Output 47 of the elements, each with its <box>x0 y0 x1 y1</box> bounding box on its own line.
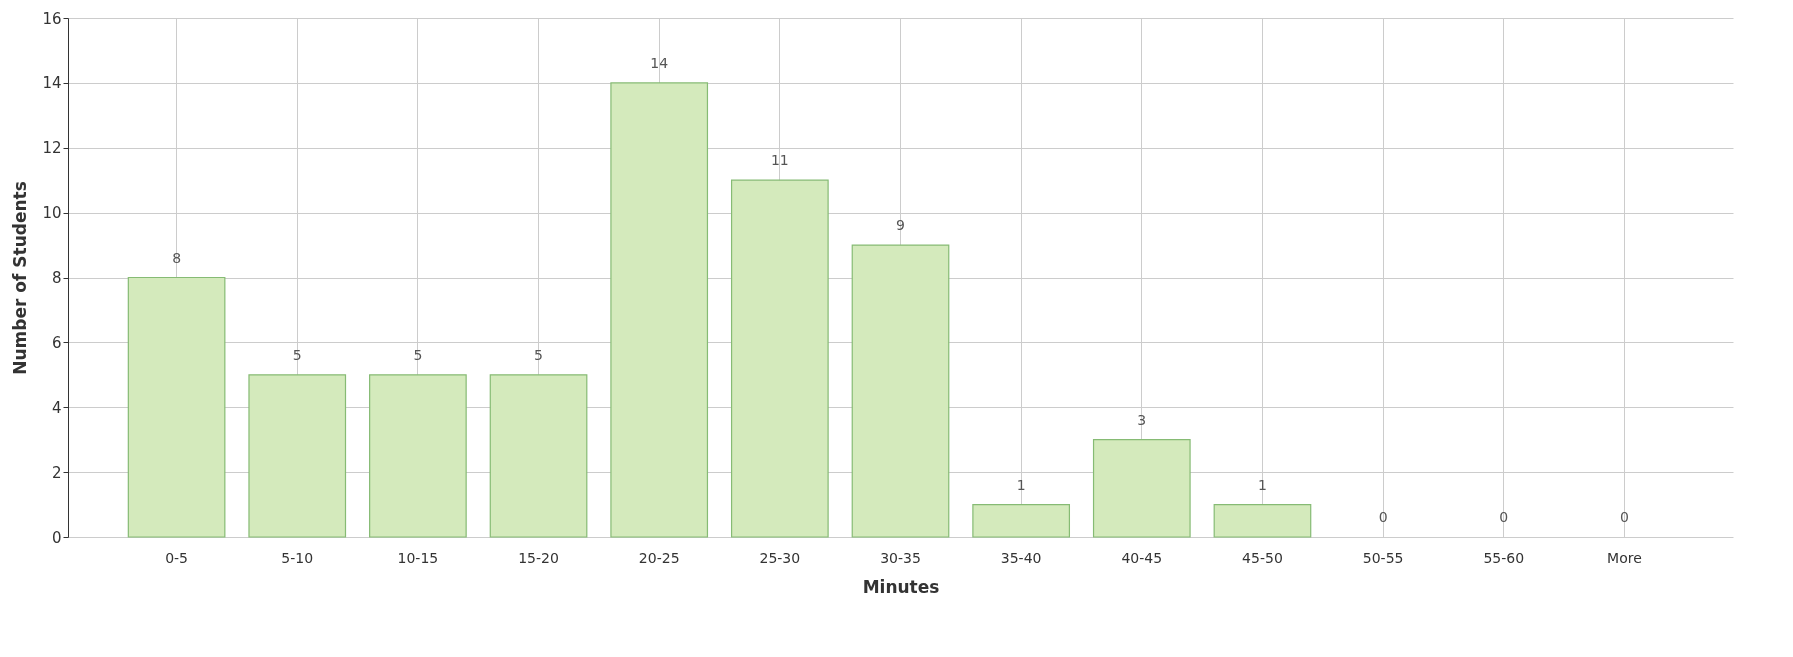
data-label: 11 <box>770 152 789 169</box>
x-tick-label: 5-10 <box>281 549 314 566</box>
bar <box>127 276 226 538</box>
y-axis-title: Number of Students <box>10 181 31 375</box>
x-tick-label: More <box>1607 549 1642 566</box>
data-label: 3 <box>1137 411 1147 428</box>
x-tick-label: 15-20 <box>518 549 559 566</box>
x-tick-label: 10-15 <box>397 549 439 566</box>
x-tick-label: 0-5 <box>165 549 189 566</box>
y-tick-label: 6 <box>51 333 62 352</box>
data-label: 8 <box>172 249 182 266</box>
y-tick-label: 14 <box>42 74 62 93</box>
data-label: 5 <box>413 346 423 363</box>
x-tick-label: 45-50 <box>1242 549 1283 566</box>
bar <box>248 374 347 538</box>
x-tick-label: 20-25 <box>638 549 680 566</box>
bar <box>610 82 709 538</box>
data-label: 1 <box>1258 476 1267 493</box>
data-label: 5 <box>292 346 302 363</box>
data-label: 14 <box>650 54 669 71</box>
y-tick-label: 4 <box>51 398 62 417</box>
bar <box>489 374 588 538</box>
y-tick-label: 2 <box>51 463 62 482</box>
data-label: 5 <box>534 346 543 363</box>
bar <box>1092 439 1191 538</box>
data-label: 0 <box>1499 509 1509 525</box>
y-tick-label: 16 <box>42 9 62 28</box>
bar <box>851 244 950 538</box>
x-tick-label: 40-45 <box>1121 549 1163 566</box>
x-tick-label: 50-55 <box>1362 549 1404 566</box>
bar <box>972 503 1071 538</box>
x-tick-label: 25-30 <box>759 549 801 566</box>
x-tick-label: 55-60 <box>1483 549 1525 566</box>
bar <box>730 179 829 538</box>
data-label: 1 <box>1016 476 1026 493</box>
data-label: 9 <box>896 217 905 234</box>
bar <box>1213 503 1312 538</box>
y-tick-label: 10 <box>42 204 62 223</box>
y-tick-label: 12 <box>42 139 62 158</box>
x-tick-label: 35-40 <box>1000 549 1042 566</box>
x-axis-title: Minutes <box>862 576 940 597</box>
bar <box>369 374 467 538</box>
y-tick-label: 0 <box>51 528 62 547</box>
data-label: 0 <box>1378 509 1388 525</box>
x-tick-label: 30-35 <box>880 549 921 566</box>
data-label: 0 <box>1619 509 1629 525</box>
y-tick-label: 8 <box>51 269 62 287</box>
